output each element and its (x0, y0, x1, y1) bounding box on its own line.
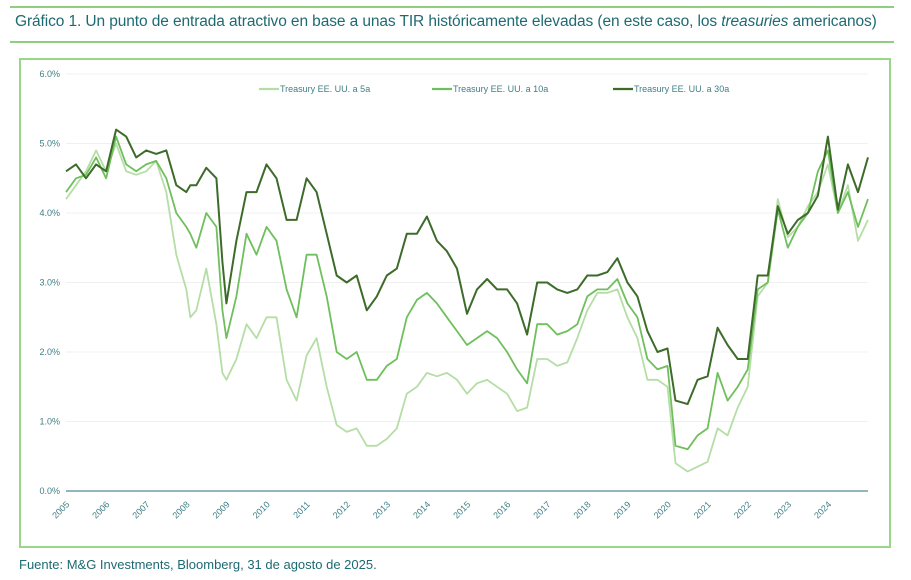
x-tick-label: 2010 (251, 499, 272, 520)
title-bottom-rule (10, 41, 894, 43)
x-tick-label: 2018 (571, 499, 592, 520)
y-tick-label: 0.0% (39, 486, 60, 496)
y-tick-label: 3.0% (39, 278, 60, 288)
x-tick-label: 2006 (90, 499, 111, 520)
x-tick-label: 2017 (531, 499, 552, 520)
gridlines (66, 73, 868, 422)
x-tick-label: 2023 (772, 499, 793, 520)
y-tick-label: 1.0% (39, 417, 60, 427)
x-tick-label: 2005 (50, 499, 71, 520)
x-tick-label: 2020 (652, 499, 673, 520)
y-tick-label: 6.0% (39, 69, 60, 79)
legend-label: Treasury EE. UU. a 30a (634, 84, 729, 94)
x-tick-label: 2011 (291, 499, 312, 520)
x-tick-label: 2015 (451, 499, 472, 520)
y-tick-label: 4.0% (39, 208, 60, 218)
x-tick-label: 2016 (491, 499, 512, 520)
x-tick-label: 2014 (411, 499, 432, 520)
legend-label: Treasury EE. UU. a 10a (453, 84, 548, 94)
chart-title: Gráfico 1. Un punto de entrada atractivo… (15, 13, 877, 31)
series-lines (65, 128, 869, 473)
x-axis-ticks: 2005 2006 2007 2008 2009 2010 2011 2012 2013 2014… (50, 499, 833, 520)
x-tick-label: 2007 (130, 499, 151, 520)
chart-frame (19, 58, 891, 548)
x-tick-label: 2008 (170, 499, 191, 520)
series-line-3 (65, 128, 869, 406)
title-italic: treasuries (721, 13, 789, 30)
series-line-2 (65, 135, 869, 451)
title-suffix: americanos) (788, 13, 877, 30)
x-tick-label: 2022 (732, 499, 753, 520)
legend-item-2: Treasury EE. UU. a 10a (432, 84, 548, 94)
legend-item-3: Treasury EE. UU. a 30a (613, 84, 729, 94)
x-tick-label: 2009 (211, 499, 232, 520)
title-top-rule (10, 6, 894, 8)
source-note: Fuente: M&G Investments, Bloomberg, 31 d… (19, 557, 377, 572)
y-axis-ticks: 0.0% 1.0% 2.0% 3.0% 4.0% 5.0% 6.0% (39, 69, 60, 496)
series-line-1 (65, 142, 869, 473)
y-tick-label: 5.0% (39, 139, 60, 149)
legend-item-1: Treasury EE. UU. a 5a (259, 84, 370, 94)
legend-label: Treasury EE. UU. a 5a (280, 84, 370, 94)
x-tick-label: 2021 (692, 499, 713, 520)
y-tick-label: 2.0% (39, 347, 60, 357)
title-prefix: Gráfico 1. Un punto de entrada atractivo… (15, 13, 722, 30)
x-tick-label: 2024 (812, 499, 833, 520)
x-tick-label: 2013 (371, 499, 392, 520)
x-tick-label: 2012 (331, 499, 352, 520)
x-tick-label: 2019 (612, 499, 633, 520)
legend: Treasury EE. UU. a 5a Treasury EE. UU. a … (259, 84, 729, 94)
